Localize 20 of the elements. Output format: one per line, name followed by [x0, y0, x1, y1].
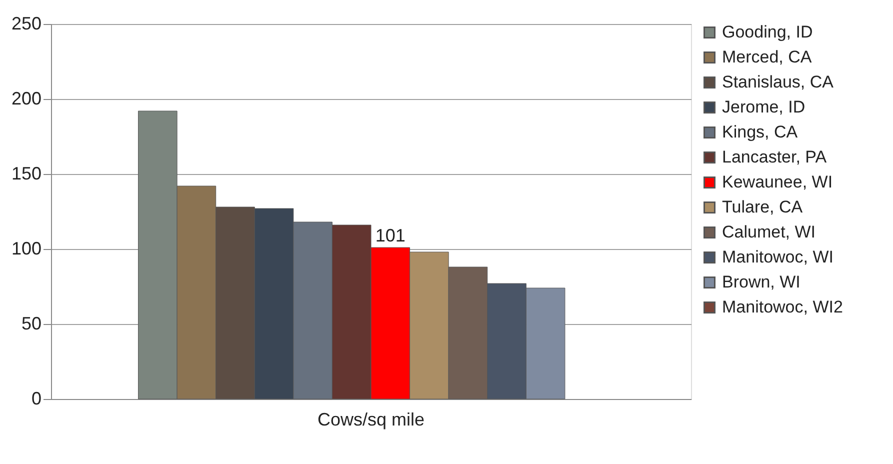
y-tick-label: 250 [11, 14, 42, 34]
y-tick-label: 50 [21, 314, 42, 334]
legend-label: Calumet, WI [722, 222, 816, 242]
y-tick-label: 150 [11, 164, 42, 184]
legend-label: Lancaster, PA [722, 148, 828, 166]
legend-label: Stanislaus, CA [722, 72, 834, 92]
legend-label: Manitowoc, WI2 [722, 298, 843, 316]
y-tick-label: 100 [11, 238, 42, 258]
x-tick-label: Cows/sq mile [317, 410, 425, 430]
legend-label: Merced, CA [722, 48, 812, 66]
y-tick-label: 200 [11, 88, 42, 108]
y-tick-label: 0 [31, 388, 42, 408]
legend-label: Kings, CA [722, 122, 798, 142]
legend-label: Brown, WI [722, 272, 800, 292]
legend-label: Tulare, CA [722, 198, 804, 216]
legend-label: Jerome, ID [722, 98, 806, 116]
legend-label: Gooding, ID [722, 22, 813, 42]
data-label: 101 [375, 226, 406, 246]
legend-label: Kewaunee, WI [722, 172, 833, 192]
legend-label: Manitowoc, WI [722, 248, 834, 266]
